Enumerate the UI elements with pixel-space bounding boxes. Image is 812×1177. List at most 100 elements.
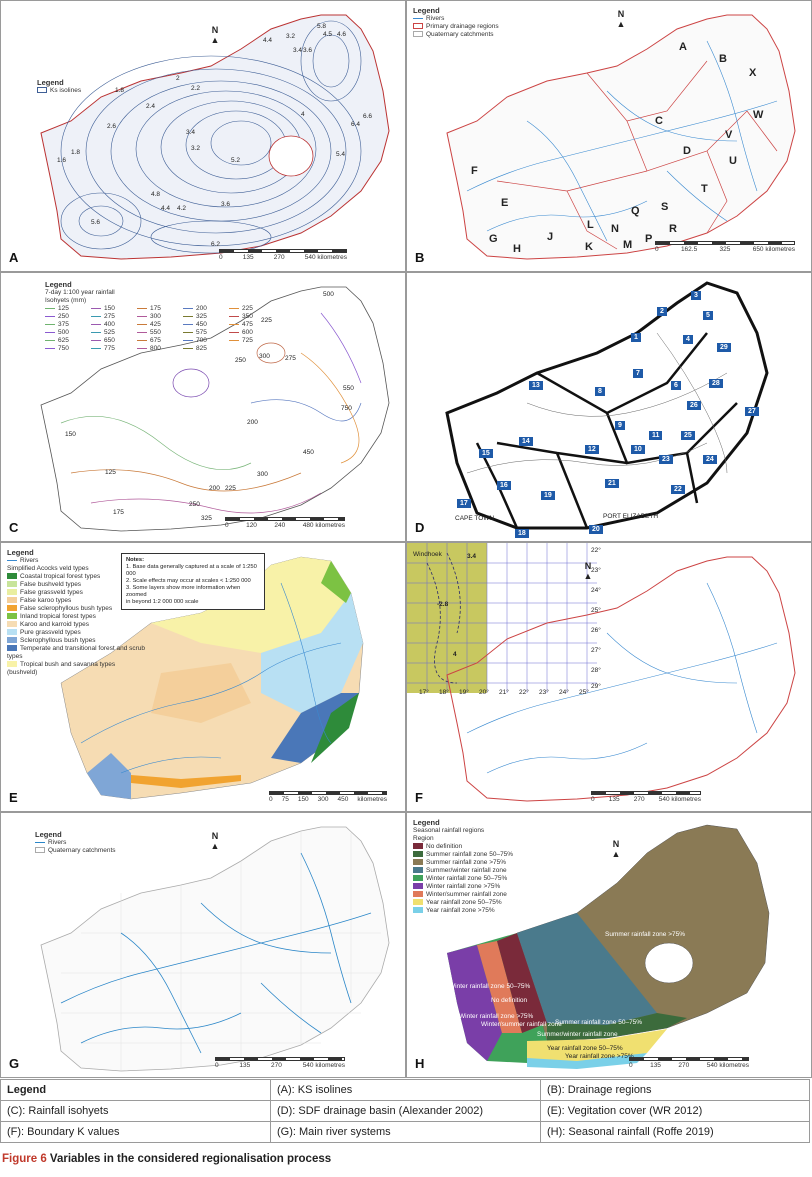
legend-cell: (E): Vegitation cover (WR 2012) — [540, 1100, 810, 1122]
isohyet-swatch — [91, 323, 101, 325]
veld-label: Pure grassveld types — [20, 629, 81, 636]
isohyet-swatch — [137, 315, 147, 317]
scale-label: 270 — [273, 254, 285, 261]
legend-a: Legend Ks isolines — [37, 79, 81, 95]
isohyet-label: 250 — [189, 501, 200, 508]
legend-subtitle: 7-day 1:100 year rainfall — [45, 289, 115, 296]
basin-badge: 13 — [529, 381, 543, 390]
season-label: Summer rainfall zone >75% — [426, 859, 507, 866]
legend-item: Primary drainage regions — [426, 23, 499, 30]
isohyet-legend-item: 575 — [183, 329, 227, 337]
veld-legend-item: Temperate and transitional forest and sc… — [7, 645, 147, 661]
isohyet-value: 550 — [150, 329, 161, 336]
veld-swatch — [7, 581, 17, 588]
isohyet-legend-item: 175 — [137, 305, 181, 313]
scale-label: 0 — [269, 796, 273, 803]
season-label: Winter rainfall zone 50–75% — [426, 875, 508, 882]
zone-label: Summer rainfall zone >75% — [605, 931, 686, 938]
basin-badge: 19 — [541, 491, 555, 500]
season-legend-item: Winter rainfall zone 50–75% — [413, 875, 543, 883]
isohyet-legend-item: 200 — [183, 305, 227, 313]
isohyet-swatch — [45, 339, 55, 341]
isohyet-legend-item: 650 — [91, 337, 135, 345]
region-label: K — [585, 241, 593, 253]
season-label: Year rainfall zone >75% — [426, 907, 495, 914]
legend-item: Rivers — [48, 839, 67, 846]
legend-subtitle: Region — [413, 835, 434, 842]
isohyet-legend-item: 150 — [91, 305, 135, 313]
lat-label: 25° — [591, 607, 601, 614]
panel-letter: B — [415, 250, 425, 265]
veld-swatch — [7, 629, 17, 636]
region-swatch — [413, 23, 423, 30]
inset-label: -2.8 — [437, 601, 449, 608]
isohyet-swatch — [45, 315, 55, 317]
scale-label: 0 — [219, 254, 223, 261]
isohyet-legend-item: 550 — [137, 329, 181, 337]
basin-badge: 20 — [589, 525, 603, 534]
season-label: Summer/winter rainfall zone — [426, 867, 507, 874]
isohyet-value: 525 — [104, 329, 115, 336]
isohyet-value: 175 — [150, 305, 161, 312]
scale-label: 120 — [246, 522, 257, 529]
notes-line: 3. Some layers show more information whe… — [126, 585, 241, 598]
iso-label: 6.6 — [363, 113, 373, 120]
isohyet-label: 550 — [343, 385, 354, 392]
panel-letter: D — [415, 520, 425, 535]
scale-label: 240 — [274, 522, 286, 529]
isohyet-legend-item: 325 — [183, 313, 227, 321]
isohyet-value: 200 — [196, 305, 207, 312]
isohyet-swatch — [45, 331, 55, 333]
isohyet-swatch — [183, 331, 193, 333]
basin-badge: 29 — [717, 343, 731, 352]
iso-label: 3.6 — [221, 201, 231, 208]
isohyet-value: 300 — [150, 313, 161, 320]
legend-item: Rivers — [20, 557, 39, 564]
season-swatch — [413, 875, 423, 882]
iso-label: 3.2 — [191, 145, 201, 152]
isohyet-legend-item: 750 — [45, 345, 89, 353]
isohyet-value: 725 — [242, 337, 253, 344]
isohyet-swatch — [137, 347, 147, 349]
isohyet-label: 250 — [235, 357, 246, 364]
isohyet-swatch — [183, 323, 193, 325]
iso-label: 5.2 — [231, 157, 241, 164]
basin-badge: 28 — [709, 379, 723, 388]
isohyet-swatch — [45, 307, 55, 309]
legend-cell: (B): Drainage regions — [540, 1079, 810, 1101]
veld-label: False bushveld types — [20, 581, 82, 588]
season-legend-item: Summer rainfall zone 50–75% — [413, 851, 543, 859]
iso-label: 4.4 — [263, 37, 273, 44]
isohyet-value: 350 — [242, 313, 253, 320]
legend-item: Quaternary catchments — [48, 847, 116, 854]
isohyet-label: 500 — [323, 291, 334, 298]
panel-letter: E — [9, 790, 18, 805]
region-label: Q — [631, 205, 640, 217]
isohyet-value: 500 — [58, 329, 69, 336]
legend-cell: (F): Boundary K values — [0, 1121, 271, 1143]
season-swatch — [413, 859, 423, 866]
isohyet-swatch — [137, 331, 147, 333]
veld-label: Inland tropical forest types — [20, 613, 96, 620]
isohyet-legend-item: 625 — [45, 337, 89, 345]
isohyet-value: 375 — [58, 321, 69, 328]
isohyet-swatch — [183, 307, 193, 309]
region-label: S — [661, 201, 669, 213]
legend-item: Quaternary catchments — [426, 31, 494, 38]
season-label: Winter rainfall zone >75% — [426, 883, 501, 890]
season-label: No definition — [426, 843, 463, 850]
isohyet-value: 325 — [196, 313, 207, 320]
isohyet-label: 150 — [65, 431, 76, 438]
inset-label: 4 — [453, 651, 457, 658]
isohyet-swatch — [91, 339, 101, 341]
north-arrow-icon: N ▲ — [616, 9, 626, 29]
veld-legend-item: False karoo types — [7, 597, 147, 605]
season-swatch — [413, 867, 423, 874]
isohyet-legend-item: 425 — [137, 321, 181, 329]
panel-b: Legend Rivers Primary drainage regions Q… — [406, 0, 812, 272]
veld-swatch — [7, 573, 17, 580]
iso-label: 5.6 — [91, 219, 101, 226]
zone-label: Winter/summer rainfall zone — [481, 1021, 562, 1028]
scale-label: 540 kilometres — [302, 1062, 345, 1069]
legend-g: Legend Rivers Quaternary catchments — [35, 831, 116, 855]
